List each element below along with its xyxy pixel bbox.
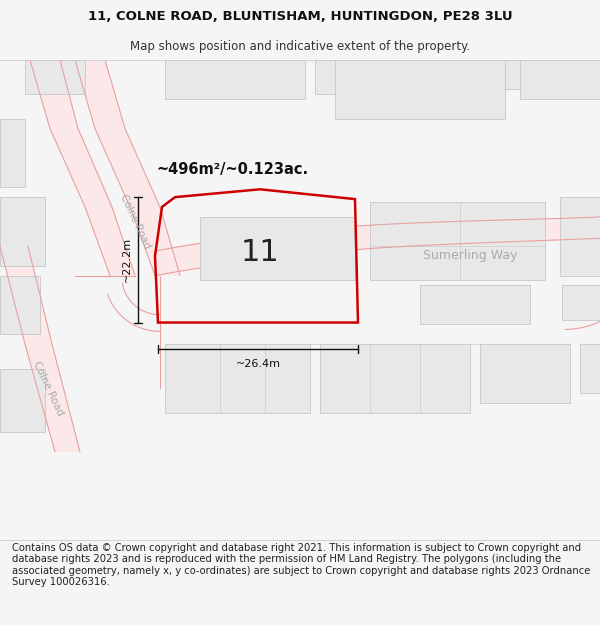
Text: Sumerling Way: Sumerling Way <box>423 249 517 262</box>
Polygon shape <box>30 60 135 276</box>
Polygon shape <box>480 344 570 403</box>
Polygon shape <box>580 344 600 393</box>
Text: Contains OS data © Crown copyright and database right 2021. This information is : Contains OS data © Crown copyright and d… <box>12 542 590 588</box>
Polygon shape <box>420 285 530 324</box>
Polygon shape <box>25 60 85 94</box>
Text: 11: 11 <box>241 239 280 268</box>
Polygon shape <box>155 217 600 276</box>
Polygon shape <box>560 197 600 276</box>
Polygon shape <box>165 344 310 412</box>
Polygon shape <box>370 202 545 281</box>
Text: Colne Road: Colne Road <box>118 192 152 251</box>
Polygon shape <box>0 197 45 266</box>
Polygon shape <box>0 246 80 452</box>
Polygon shape <box>0 276 40 334</box>
Text: 11, COLNE ROAD, BLUNTISHAM, HUNTINGDON, PE28 3LU: 11, COLNE ROAD, BLUNTISHAM, HUNTINGDON, … <box>88 10 512 23</box>
Polygon shape <box>335 60 505 119</box>
Text: ~22.2m: ~22.2m <box>122 238 132 282</box>
Polygon shape <box>0 119 25 188</box>
Polygon shape <box>560 60 600 79</box>
Polygon shape <box>200 217 355 281</box>
Polygon shape <box>75 60 180 276</box>
Text: ~26.4m: ~26.4m <box>235 359 281 369</box>
Polygon shape <box>562 285 600 319</box>
Text: ~496m²/~0.123ac.: ~496m²/~0.123ac. <box>157 162 309 177</box>
Polygon shape <box>315 60 425 94</box>
Polygon shape <box>320 344 470 412</box>
Polygon shape <box>165 60 305 99</box>
Polygon shape <box>0 369 45 432</box>
Polygon shape <box>520 60 600 99</box>
Polygon shape <box>435 60 545 89</box>
Text: Colne Road: Colne Road <box>31 359 65 417</box>
Text: Map shows position and indicative extent of the property.: Map shows position and indicative extent… <box>130 40 470 53</box>
